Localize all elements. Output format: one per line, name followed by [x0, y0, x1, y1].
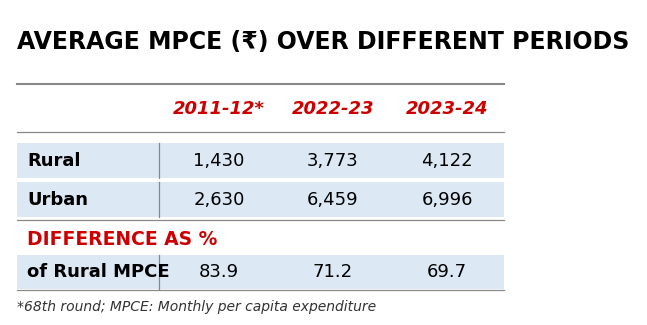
- Text: 4,122: 4,122: [421, 152, 473, 170]
- Text: 3,773: 3,773: [307, 152, 359, 170]
- Text: Urban: Urban: [27, 190, 88, 209]
- Text: 6,459: 6,459: [307, 190, 359, 209]
- Text: 2,630: 2,630: [193, 190, 245, 209]
- Text: DIFFERENCE AS %: DIFFERENCE AS %: [27, 230, 217, 249]
- FancyBboxPatch shape: [17, 144, 504, 178]
- FancyBboxPatch shape: [17, 255, 504, 289]
- Text: AVERAGE MPCE (₹) OVER DIFFERENT PERIODS: AVERAGE MPCE (₹) OVER DIFFERENT PERIODS: [17, 31, 630, 54]
- Text: 6,996: 6,996: [421, 190, 473, 209]
- Text: 2023-24: 2023-24: [406, 100, 488, 118]
- Text: *68th round; MPCE: Monthly per capita expenditure: *68th round; MPCE: Monthly per capita ex…: [17, 301, 376, 315]
- Text: Rural: Rural: [27, 152, 81, 170]
- Text: of Rural MPCE: of Rural MPCE: [27, 263, 170, 281]
- Text: 83.9: 83.9: [199, 263, 239, 281]
- Text: 1,430: 1,430: [193, 152, 245, 170]
- Text: 71.2: 71.2: [313, 263, 353, 281]
- Text: 2022-23: 2022-23: [292, 100, 375, 118]
- Text: 2011-12*: 2011-12*: [173, 100, 265, 118]
- Text: 69.7: 69.7: [427, 263, 467, 281]
- FancyBboxPatch shape: [17, 182, 504, 217]
